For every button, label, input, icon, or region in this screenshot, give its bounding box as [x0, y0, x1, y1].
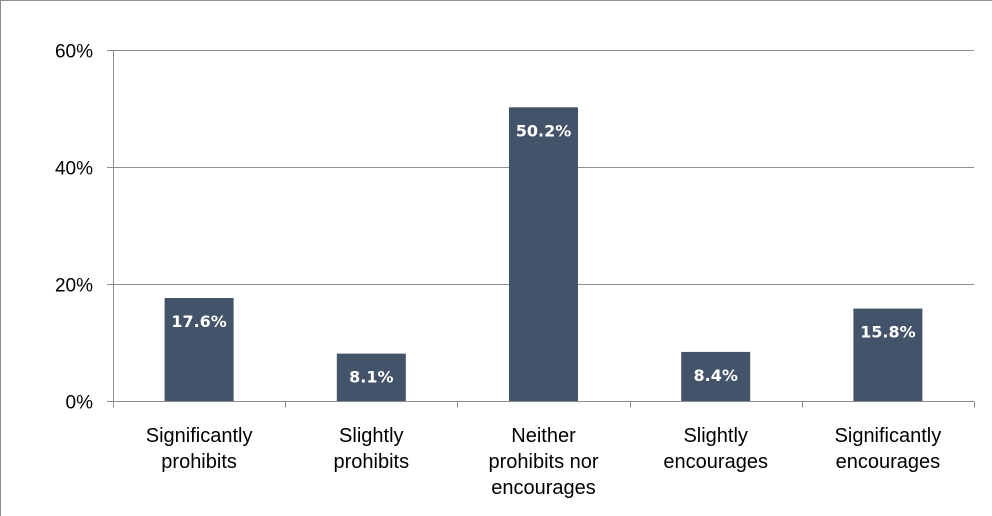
category-label: encourages — [836, 451, 941, 473]
category-label: prohibits — [161, 451, 237, 473]
bar — [681, 351, 751, 401]
data-label: 50.2% — [516, 121, 572, 140]
axes — [107, 50, 975, 408]
category-label: prohibits — [333, 451, 409, 473]
category-label: encourages — [491, 477, 596, 499]
category-label: prohibits nor — [488, 451, 598, 473]
data-label: 8.1% — [349, 368, 393, 387]
category-label: Significantly — [146, 425, 253, 447]
y-tick-label: 60% — [55, 42, 93, 63]
category-label: Neither — [511, 425, 576, 447]
category-label: Slightly — [683, 425, 747, 447]
y-tick-label: 40% — [55, 159, 93, 180]
data-label: 17.6% — [171, 312, 227, 331]
category-label: Slightly — [339, 425, 403, 447]
bars — [164, 107, 923, 402]
bar — [509, 107, 578, 402]
y-tick-label: 20% — [55, 276, 93, 297]
y-tick-label: 0% — [66, 393, 94, 414]
bar — [336, 353, 406, 401]
category-label: encourages — [663, 451, 768, 473]
bar — [164, 298, 234, 401]
data-label: 15.8% — [860, 323, 916, 342]
category-label: Significantly — [835, 425, 942, 447]
labels: 0% 20% 40% 60% 17.6% Significantly prohibits 8.… — [55, 42, 941, 500]
data-label: 8.4% — [694, 366, 738, 385]
bar — [853, 308, 923, 401]
